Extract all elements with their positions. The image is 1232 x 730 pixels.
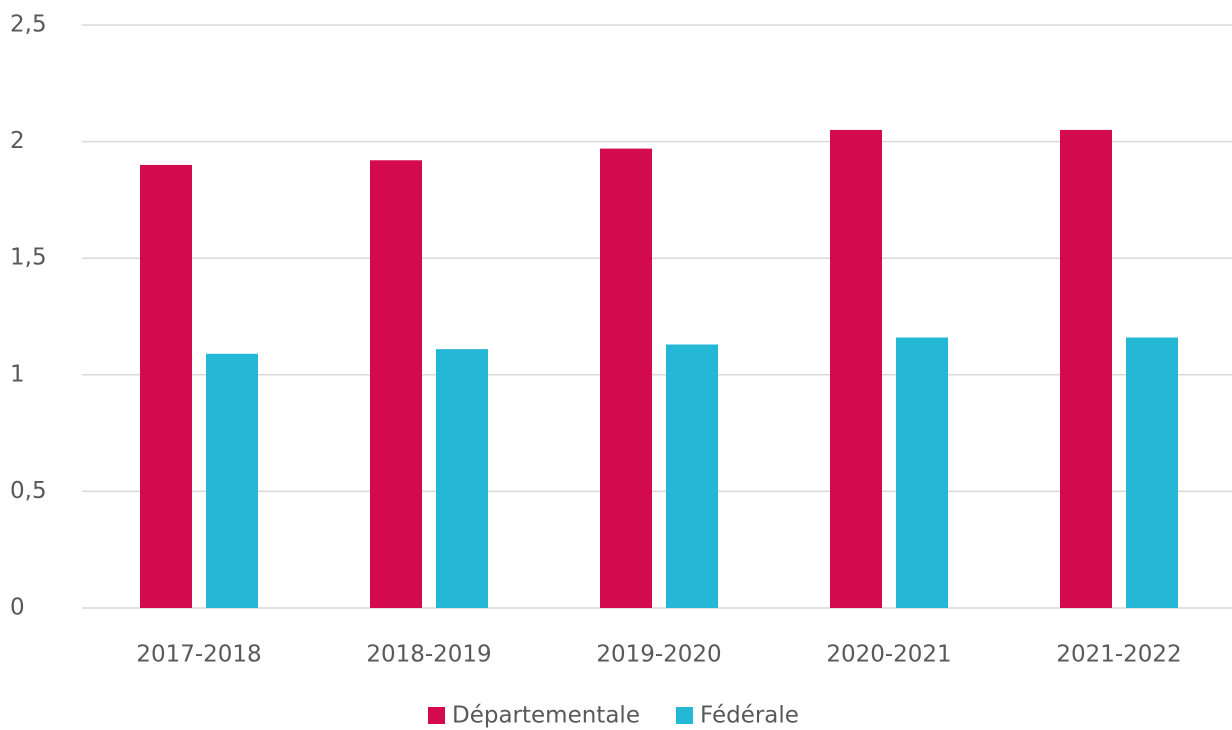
- y-tick-label: 1,5: [10, 245, 47, 271]
- legend-label: Fédérale: [700, 703, 799, 729]
- bar: [370, 160, 422, 609]
- legend-swatch: [675, 707, 693, 724]
- bar: [140, 164, 192, 609]
- x-tick-label: 2020-2021: [826, 642, 951, 668]
- y-tick-label: 2: [10, 128, 25, 154]
- x-tick-label: 2021-2022: [1056, 642, 1181, 668]
- bar: [436, 349, 488, 608]
- x-tick-label: 2019-2020: [596, 642, 721, 668]
- x-tick-label: 2018-2019: [366, 642, 491, 668]
- legend-label: Départementale: [452, 703, 640, 729]
- bar: [600, 148, 652, 608]
- bar: [206, 353, 258, 608]
- bar: [1060, 129, 1112, 608]
- y-tick-label: 0,5: [10, 478, 47, 504]
- bar: [1126, 337, 1178, 608]
- y-tick-label: 2,5: [10, 12, 47, 38]
- x-tick-label: 2017-2018: [136, 642, 261, 668]
- legend-swatch: [428, 707, 445, 724]
- y-tick-label: 1: [10, 361, 25, 387]
- bar: [666, 344, 718, 608]
- bar: [830, 129, 882, 608]
- y-tick-label: 0: [10, 595, 25, 621]
- bar: [896, 337, 948, 608]
